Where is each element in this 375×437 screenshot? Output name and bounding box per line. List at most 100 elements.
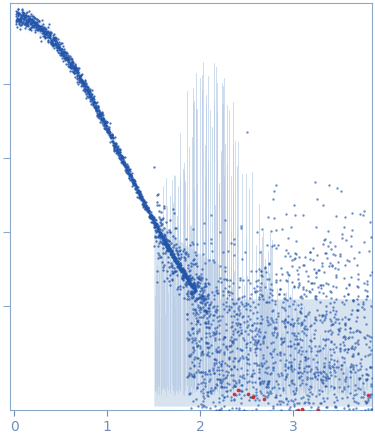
Point	[61, 55, 67, 62]
Point	[237, 346, 243, 353]
Point	[208, 390, 214, 397]
Point	[308, 368, 314, 375]
Point	[202, 423, 208, 430]
Point	[346, 430, 352, 437]
Point	[290, 388, 296, 395]
Point	[333, 364, 339, 371]
Point	[34, 25, 40, 32]
Point	[40, 24, 46, 31]
Point	[223, 343, 229, 350]
Point	[196, 272, 202, 279]
Point	[364, 292, 370, 299]
Point	[291, 402, 297, 409]
Point	[238, 223, 244, 230]
Point	[119, 152, 125, 159]
Point	[293, 407, 299, 414]
Point	[76, 74, 82, 81]
Point	[81, 80, 87, 87]
Point	[145, 206, 151, 213]
Point	[266, 378, 272, 385]
Point	[169, 250, 175, 257]
Point	[23, 11, 29, 18]
Point	[217, 274, 223, 281]
Point	[147, 212, 153, 219]
Point	[356, 375, 362, 382]
Point	[186, 336, 192, 343]
Point	[184, 281, 190, 288]
Point	[28, 16, 34, 23]
Point	[186, 330, 192, 337]
Point	[86, 93, 92, 100]
Point	[288, 396, 294, 403]
Point	[188, 289, 194, 296]
Point	[21, 15, 27, 22]
Point	[303, 293, 309, 300]
Point	[114, 145, 120, 152]
Point	[363, 375, 369, 382]
Point	[60, 52, 66, 59]
Point	[230, 295, 236, 302]
Point	[93, 107, 99, 114]
Point	[259, 361, 265, 368]
Point	[180, 268, 186, 275]
Point	[88, 90, 94, 97]
Point	[169, 276, 175, 283]
Point	[192, 297, 198, 304]
Point	[158, 232, 164, 239]
Point	[194, 317, 200, 324]
Point	[174, 264, 180, 271]
Point	[245, 330, 251, 337]
Point	[231, 391, 237, 398]
Point	[48, 37, 54, 44]
Point	[98, 114, 104, 121]
Point	[124, 170, 130, 177]
Point	[281, 294, 287, 301]
Point	[35, 22, 41, 29]
Point	[100, 111, 106, 118]
Point	[67, 61, 73, 68]
Point	[112, 142, 118, 149]
Point	[298, 305, 304, 312]
Point	[251, 360, 257, 367]
Point	[232, 325, 238, 332]
Point	[108, 134, 114, 141]
Point	[51, 45, 57, 52]
Point	[99, 109, 105, 116]
Point	[364, 371, 370, 378]
Point	[188, 281, 194, 288]
Point	[248, 267, 254, 274]
Point	[264, 394, 270, 401]
Point	[369, 406, 375, 413]
Point	[250, 336, 256, 343]
Point	[283, 373, 289, 380]
Point	[364, 397, 370, 404]
Point	[240, 277, 246, 284]
Point	[342, 321, 348, 328]
Point	[187, 266, 193, 273]
Point	[182, 270, 188, 277]
Point	[160, 234, 166, 241]
Point	[320, 241, 326, 248]
Point	[131, 177, 137, 184]
Point	[84, 87, 90, 94]
Point	[242, 406, 248, 413]
Point	[202, 300, 208, 307]
Point	[170, 252, 176, 259]
Point	[224, 309, 230, 316]
Point	[153, 228, 159, 235]
Point	[55, 43, 61, 50]
Point	[262, 265, 268, 272]
Point	[169, 248, 175, 255]
Point	[230, 347, 236, 354]
Point	[180, 272, 186, 279]
Point	[48, 38, 54, 45]
Point	[262, 264, 268, 271]
Point	[39, 28, 45, 35]
Point	[272, 358, 278, 365]
Point	[169, 261, 175, 268]
Point	[300, 262, 306, 269]
Point	[320, 202, 326, 209]
Point	[90, 101, 96, 108]
Point	[113, 144, 119, 151]
Point	[160, 224, 166, 231]
